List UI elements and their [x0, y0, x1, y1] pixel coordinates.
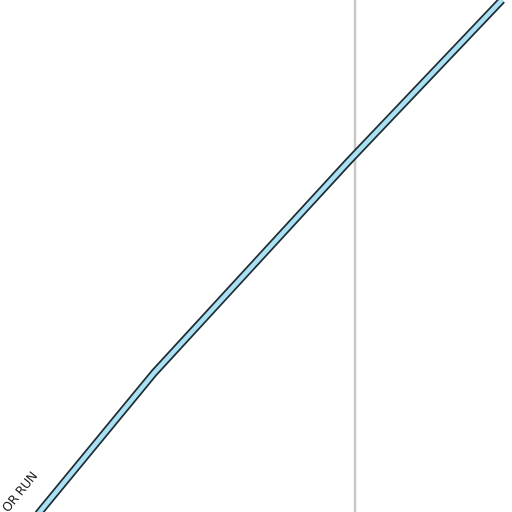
route-line[interactable] [36, 0, 504, 512]
